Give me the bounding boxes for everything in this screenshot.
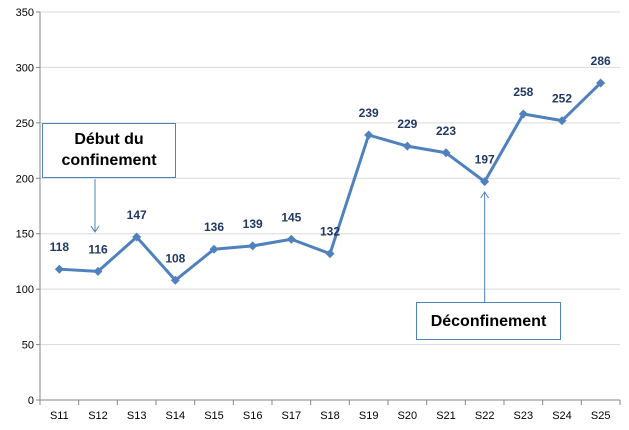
y-axis-ticks: 0 50 100 150 200 250 300 350 (16, 7, 34, 407)
x-tick-label: S25 (591, 410, 611, 422)
y-tick-label: 350 (16, 7, 34, 19)
data-label: 147 (127, 208, 147, 222)
x-tick-label: S16 (243, 410, 263, 422)
x-tick-label: S24 (552, 410, 572, 422)
data-point-marker (557, 116, 567, 126)
annotation-arrowhead-deconfinement (480, 191, 490, 199)
data-label: 118 (50, 240, 70, 254)
data-point-marker (325, 249, 335, 259)
y-tick-label: 300 (16, 62, 34, 74)
data-point-marker (441, 148, 451, 158)
data-point-marker (402, 141, 412, 151)
x-tick-label: S15 (204, 410, 224, 422)
gridlines (40, 11, 620, 346)
data-point-marker (518, 109, 528, 119)
data-label: 108 (165, 251, 185, 265)
data-point-marker (286, 234, 296, 244)
data-point-marker (364, 130, 374, 140)
annotation-debut-confinement: Début du confinement (42, 123, 176, 178)
x-axis-ticks: S11 S12 S13 S14 S15 S16 S17 S18 S19 S20 S21 S22 S23 S… (50, 410, 611, 422)
data-point-marker (596, 78, 606, 88)
y-tick-label: 100 (16, 284, 34, 296)
y-tick-label: 50 (22, 340, 34, 352)
data-label: 252 (552, 92, 572, 106)
x-tick-label: S20 (398, 410, 418, 422)
data-label: 132 (320, 225, 340, 239)
data-label: 116 (88, 242, 108, 256)
data-label: 239 (359, 106, 379, 120)
x-tick-label: S12 (88, 410, 108, 422)
x-tick-label: S11 (50, 410, 69, 422)
x-tick-label: S18 (320, 410, 340, 422)
data-point-marker (54, 264, 64, 274)
data-label: 223 (436, 124, 456, 138)
data-point-marker (248, 241, 258, 251)
y-tick-label: 0 (28, 395, 34, 407)
annotation-arrows (90, 179, 490, 302)
x-tick-label: S22 (475, 410, 495, 422)
y-tick-label: 200 (16, 173, 34, 185)
data-point-marker (170, 275, 180, 285)
data-label: 229 (397, 117, 417, 131)
data-labels: 118 116 147 108 136 139 145 132 239 229 223 197 258 2… (50, 54, 611, 265)
data-label: 139 (243, 217, 263, 231)
annotation-debut-line2: confinement (61, 152, 157, 169)
data-point-marker (480, 177, 490, 187)
data-point-marker (209, 244, 219, 254)
axes (36, 11, 621, 405)
x-tick-label: S14 (166, 410, 186, 422)
annotation-deconfinement: Déconfinement (416, 302, 561, 340)
x-tick-label: S17 (282, 410, 302, 422)
x-tick-label: S19 (359, 410, 379, 422)
x-tick-label: S21 (436, 410, 456, 422)
data-point-marker (132, 232, 142, 242)
y-tick-label: 150 (16, 229, 34, 241)
annotation-arrowhead-debut (90, 225, 100, 233)
y-tick-label: 250 (16, 118, 34, 130)
data-label: 286 (591, 54, 611, 68)
data-label: 197 (475, 153, 495, 167)
data-label: 136 (204, 220, 224, 234)
x-tick-label: S23 (514, 410, 534, 422)
annotation-debut-line1: Début du (74, 131, 144, 148)
data-label: 258 (513, 85, 533, 99)
x-tick-label: S13 (127, 410, 147, 422)
data-label: 145 (281, 210, 301, 224)
data-point-marker (93, 266, 103, 276)
series (54, 78, 606, 285)
